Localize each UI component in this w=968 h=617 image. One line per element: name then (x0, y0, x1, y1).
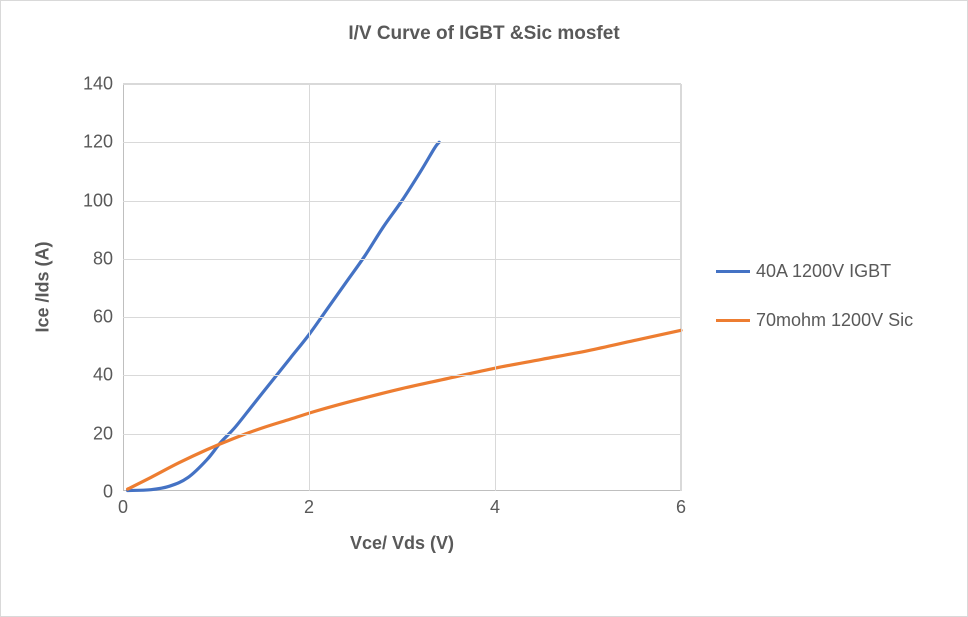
grid-line-h (123, 375, 680, 376)
x-tick-label: 0 (118, 497, 128, 518)
grid-line-h (123, 434, 680, 435)
y-tick-label: 80 (93, 248, 113, 269)
legend-label: 40A 1200V IGBT (756, 261, 891, 282)
legend-label: 70mohm 1200V Sic (756, 310, 913, 331)
plot-area: 0246020406080100120140 (123, 83, 681, 491)
grid-line-h (123, 317, 680, 318)
y-tick-label: 40 (93, 365, 113, 386)
y-tick-label: 120 (83, 132, 113, 153)
grid-line-v (681, 84, 682, 491)
grid-line-v (495, 84, 496, 491)
x-tick-label: 4 (490, 497, 500, 518)
y-tick-label: 100 (83, 190, 113, 211)
legend-swatch (716, 270, 750, 273)
chart-container: I/V Curve of IGBT &Sic mosfet 0246020406… (0, 0, 968, 617)
chart-title: I/V Curve of IGBT &Sic mosfet (1, 23, 967, 45)
y-tick-label: 60 (93, 307, 113, 328)
legend-swatch (716, 319, 750, 322)
grid-line-h (123, 201, 680, 202)
y-axis-title: Ice /Ids (A) (33, 241, 54, 332)
x-tick-label: 2 (304, 497, 314, 518)
series-svg (123, 84, 681, 492)
grid-line-h (123, 84, 680, 85)
x-tick-label: 6 (676, 497, 686, 518)
legend-item: 40A 1200V IGBT (716, 261, 913, 282)
legend-item: 70mohm 1200V Sic (716, 310, 913, 331)
x-axis-title: Vce/ Vds (V) (350, 533, 454, 554)
y-tick-label: 20 (93, 423, 113, 444)
y-tick-label: 140 (83, 74, 113, 95)
series-line-1 (128, 330, 681, 489)
y-tick-label: 0 (103, 482, 113, 503)
grid-line-v (309, 84, 310, 491)
grid-line-h (123, 142, 680, 143)
grid-line-h (123, 259, 680, 260)
legend: 40A 1200V IGBT 70mohm 1200V Sic (716, 261, 913, 331)
